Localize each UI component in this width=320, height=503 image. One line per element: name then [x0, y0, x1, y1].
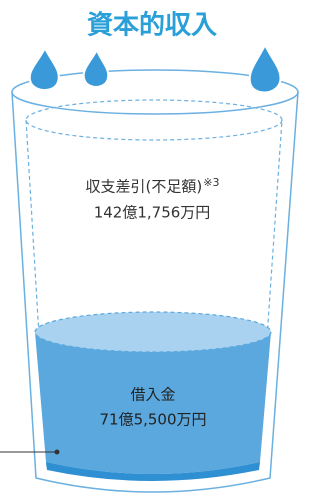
- pointer-dot: [55, 450, 60, 455]
- page: 資本的収入 収支差引(不足額) ※3 142億1,756万円 借入金 71億5,…: [0, 0, 320, 503]
- glass-inner-rim: [26, 100, 282, 140]
- drop: [30, 48, 59, 90]
- diagram: 資本的収入 収支差引(不足額) ※3 142億1,756万円 借入金 71億5,…: [0, 0, 303, 503]
- lower-label: 借入金: [130, 386, 175, 404]
- upper-amount: 142億1,756万円: [94, 204, 211, 222]
- title: 資本的収入: [87, 10, 217, 41]
- upper-label: 収支差引(不足額): [86, 178, 203, 196]
- upper-note: ※3: [203, 176, 219, 189]
- water-surface: [35, 312, 271, 352]
- drop: [250, 45, 281, 93]
- lower-amount: 71億5,500万円: [99, 411, 206, 429]
- drop: [84, 50, 109, 87]
